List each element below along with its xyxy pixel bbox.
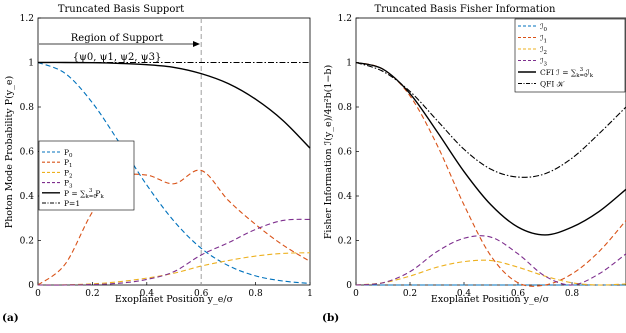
series-line-1-1 bbox=[355, 61, 626, 287]
panel-a-xlabel: Exoplanet Position y_e/σ bbox=[115, 294, 234, 305]
legend-legend_main: ℐ bbox=[540, 22, 544, 31]
panel-a-title: Truncated Basis Support bbox=[58, 4, 184, 15]
y-tick-label: 1 bbox=[28, 59, 34, 69]
y-tick-label: 1.2 bbox=[338, 14, 352, 24]
panel-b-series bbox=[355, 61, 626, 287]
x-tick-label: 0 bbox=[35, 289, 41, 299]
panel-a-series bbox=[37, 18, 311, 286]
legend-entry-1-2: ℐ2 bbox=[540, 45, 547, 56]
legend-legend_sub: 3 bbox=[69, 184, 73, 190]
y-tick-label: 0.8 bbox=[20, 103, 35, 113]
y-tick-label: 0.2 bbox=[20, 237, 34, 247]
legend-legend_main: P=1 bbox=[64, 199, 80, 208]
y-tick-label: 0.6 bbox=[20, 148, 35, 158]
legend-legend_tail_sub: k bbox=[590, 73, 594, 79]
series-line-0-4 bbox=[37, 61, 311, 149]
legend-entry-0-0: P0 bbox=[64, 148, 73, 159]
region-arrow-head bbox=[193, 41, 200, 47]
legend-legend_main: CFI ℐ = ∑ bbox=[540, 68, 577, 77]
x-tick-label: 0 bbox=[353, 289, 359, 299]
x-tick-label: 0.4 bbox=[140, 289, 155, 299]
legend-legend_main: P bbox=[64, 158, 69, 167]
y-tick-label: 0.6 bbox=[338, 148, 353, 158]
legend-legend_main: P = ∑ bbox=[64, 189, 86, 198]
region-of-support-set: {ψ0, ψ1, ψ2, ψ3} bbox=[73, 52, 162, 63]
y-tick-label: 0 bbox=[346, 281, 352, 291]
legend-legend_tail: ℐ bbox=[586, 68, 590, 77]
legend-entry-1-5: QFI 𝒦 bbox=[540, 80, 566, 89]
legend-entry-0-1: P1 bbox=[64, 158, 73, 169]
legend-legend_main: P bbox=[64, 179, 69, 188]
panel-b-ticks: 0 0.2 0.4 0.6 0.8 0 0.2 0.4 0.6 0.8 1 1.2 bbox=[338, 14, 580, 299]
series-line-0-2 bbox=[37, 252, 311, 286]
y-tick-label: 0.4 bbox=[338, 192, 353, 202]
legend-legend_main: QFI 𝒦 bbox=[540, 80, 566, 89]
series-line-0-0 bbox=[37, 61, 311, 284]
x-tick-label: 0.8 bbox=[565, 289, 580, 299]
y-tick-label: 0.4 bbox=[20, 192, 35, 202]
legend-legend_sub: k=0 bbox=[576, 73, 588, 79]
panel-a-label: (a) bbox=[2, 312, 19, 324]
x-tick-label: 0.2 bbox=[403, 289, 417, 299]
panel-b-ylabel: Fisher Information ℐ(y_e)/4π²b(1−b) bbox=[323, 65, 334, 239]
x-tick-label: 0.2 bbox=[85, 289, 99, 299]
panel-b-xlabel: Exoplanet Position y_e/σ bbox=[431, 294, 550, 305]
panel-b-legend-box bbox=[514, 18, 626, 93]
legend-legend_main: ℐ bbox=[540, 34, 544, 43]
legend-entry-1-1: ℐ1 bbox=[540, 34, 547, 45]
panel-b-label: (b) bbox=[322, 312, 339, 324]
legend-legend_sup: 3 bbox=[580, 67, 584, 73]
legend-legend_sub: 0 bbox=[544, 27, 548, 33]
legend-legend_tail: P bbox=[95, 189, 100, 198]
legend-entry-0-5: P=1 bbox=[64, 199, 80, 208]
legend-entry-0-4: P = ∑k=03 Pk bbox=[64, 188, 104, 200]
series-line-1-3 bbox=[355, 235, 626, 286]
legend-entry-1-4: CFI ℐ = ∑k=03 ℐk bbox=[540, 67, 594, 79]
legend-legend_sub: 2 bbox=[544, 50, 548, 56]
x-tick-label: 1 bbox=[307, 289, 313, 299]
legend-legend_sub: 1 bbox=[544, 39, 548, 45]
legend-entry-1-0: ℐ0 bbox=[540, 22, 548, 33]
legend-legend_main: P bbox=[64, 168, 69, 177]
legend-entry-0-3: P3 bbox=[64, 179, 73, 190]
panel-a: Truncated Basis Support 0 0.2 0.4 0.6 0.8 100… bbox=[2, 4, 313, 324]
legend-legend_main: ℐ bbox=[540, 45, 544, 54]
panel-b-title: Truncated Basis Fisher Information bbox=[375, 4, 557, 15]
region-of-support-label: Region of Support bbox=[71, 33, 164, 44]
legend-legend_sub: 1 bbox=[69, 163, 73, 169]
x-tick-label: 0.6 bbox=[194, 289, 209, 299]
panel-a-ylabel: Photon Mode Probability P(y_e) bbox=[4, 76, 15, 228]
legend-legend_sub: 3 bbox=[544, 62, 548, 68]
y-tick-label: 0.2 bbox=[338, 237, 352, 247]
series-line-1-5 bbox=[355, 61, 626, 178]
x-tick-label: 0.8 bbox=[248, 289, 263, 299]
legend-legend_main: ℐ bbox=[540, 57, 544, 66]
legend-legend_sub: k=0 bbox=[85, 194, 97, 200]
panel-b: Truncated Basis Fisher Information 0 0.2 0… bbox=[322, 4, 626, 324]
y-tick-label: 1.2 bbox=[20, 14, 34, 24]
legend-entry-1-3: ℐ3 bbox=[540, 57, 548, 68]
series-line-1-2 bbox=[355, 259, 626, 286]
legend-legend_main: P bbox=[64, 148, 69, 157]
legend-legend_sub: 0 bbox=[69, 153, 73, 159]
y-tick-label: 1 bbox=[346, 59, 352, 69]
series-line-0-3 bbox=[37, 218, 311, 286]
x-tick-label: 0.6 bbox=[511, 289, 526, 299]
legend-legend_sup: 3 bbox=[89, 188, 93, 194]
y-tick-label: 0 bbox=[28, 281, 34, 291]
y-tick-label: 0.8 bbox=[338, 103, 353, 113]
legend-entry-0-2: P2 bbox=[64, 168, 73, 179]
series-line-1-4 bbox=[355, 61, 626, 236]
legend-legend_sub: 2 bbox=[69, 173, 73, 179]
legend-legend_tail_sub: k bbox=[100, 194, 104, 200]
series-line-0-1 bbox=[37, 169, 311, 286]
x-tick-label: 0.4 bbox=[457, 289, 472, 299]
